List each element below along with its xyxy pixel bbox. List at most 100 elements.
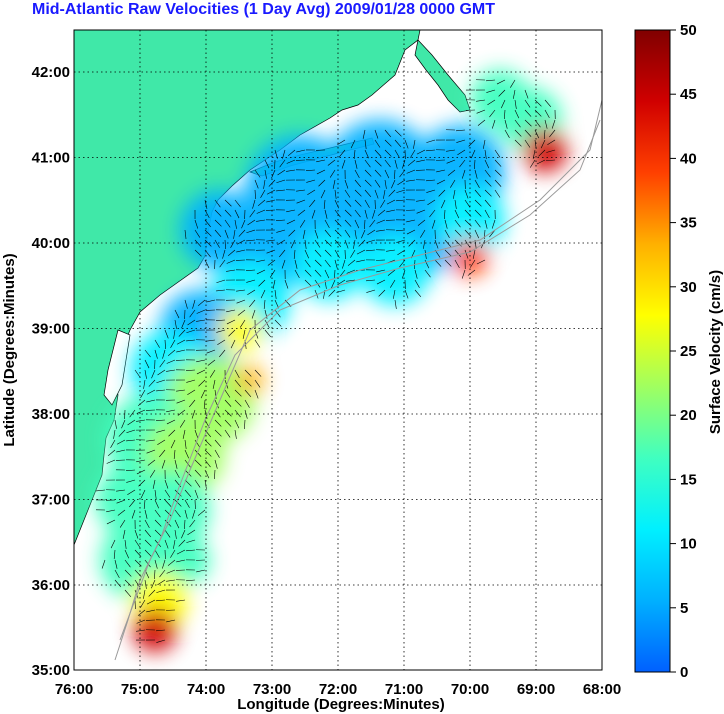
velocity-arrow [254, 169, 261, 178]
velocity-arrow [234, 399, 242, 407]
velocity-arrow [241, 219, 246, 229]
velocity-arrow [456, 129, 466, 132]
velocity-arrow [236, 289, 246, 292]
velocity-arrow [476, 259, 486, 265]
velocity-arrow [514, 119, 521, 128]
colorbar-tick-label: 0 [680, 664, 688, 681]
velocity-arrow [144, 519, 150, 529]
velocity-arrow [186, 579, 196, 582]
velocity-arrow [484, 199, 492, 208]
velocity-arrow [374, 179, 381, 188]
velocity-arrow [219, 259, 226, 268]
velocity-arrow [189, 309, 196, 318]
velocity-arrow [281, 259, 286, 269]
velocity-arrow [276, 219, 286, 222]
velocity-arrow [294, 259, 298, 269]
velocity-arrow [101, 559, 106, 569]
velocity-arrow [264, 169, 267, 179]
velocity-arrow [364, 219, 366, 230]
velocity-arrow [307, 189, 316, 195]
velocity-arrow [332, 179, 336, 189]
velocity-arrow [234, 409, 241, 418]
velocity-arrow [429, 209, 436, 218]
velocity-arrow [454, 219, 461, 228]
velocity-arrow [337, 139, 346, 145]
velocity-arrow [279, 159, 286, 168]
velocity-arrow [260, 189, 266, 198]
velocity-arrow [214, 219, 222, 227]
velocity-arrow [264, 319, 270, 329]
velocity-arrow [354, 179, 362, 188]
velocity-arrow [329, 169, 336, 178]
velocity-arrow [487, 99, 496, 106]
velocity-arrow [434, 259, 442, 267]
velocity-arrow [176, 349, 186, 353]
velocity-arrow [254, 369, 262, 377]
velocity-arrow [207, 359, 216, 366]
velocity-arrow [299, 219, 306, 228]
velocity-arrow [204, 439, 212, 447]
velocity-arrow [119, 519, 126, 528]
velocity-arrow [127, 489, 136, 495]
velocity-arrow [384, 169, 390, 179]
velocity-arrow [358, 239, 366, 247]
velocity-arrow [484, 149, 487, 159]
velocity-arrow [324, 249, 332, 257]
velocity-arrow [364, 149, 369, 159]
velocity-arrow [136, 619, 146, 624]
velocity-arrow [147, 459, 156, 466]
velocity-arrow [164, 339, 166, 349]
velocity-arrow [214, 419, 222, 427]
velocity-arrow [426, 149, 436, 152]
velocity-arrow [356, 259, 366, 263]
velocity-arrow [378, 289, 386, 297]
velocity-arrow [134, 549, 142, 557]
velocity-arrow [168, 429, 176, 437]
velocity-arrow [366, 289, 376, 293]
velocity-arrow [484, 169, 491, 178]
velocity-arrow [469, 259, 476, 268]
velocity-arrow [514, 139, 522, 147]
velocity-arrow [474, 159, 476, 169]
velocity-arrow [293, 249, 296, 259]
velocity-arrow [126, 479, 136, 483]
velocity-arrow [214, 239, 220, 248]
velocity-arrow [144, 369, 147, 379]
velocity-arrow [344, 189, 351, 198]
velocity-arrow [226, 319, 236, 325]
velocity-arrow [254, 389, 259, 399]
velocity-arrow [364, 199, 370, 208]
velocity-arrow [524, 119, 532, 127]
velocity-arrow [294, 269, 300, 279]
y-tick-labels: 42:00 41:00 40:00 39:00 38:00 37:00 36:00 35:00 [32, 64, 70, 679]
velocity-arrow [216, 279, 226, 284]
velocity-arrow [184, 519, 186, 530]
velocity-arrow [491, 219, 496, 229]
velocity-arrow [247, 219, 256, 226]
velocity-arrow [239, 319, 246, 328]
velocity-arrow [246, 279, 256, 283]
velocity-arrow [376, 269, 386, 273]
velocity-arrow [459, 159, 466, 168]
velocity-arrow [134, 539, 141, 548]
velocity-arrow [154, 559, 158, 569]
velocity-arrow [226, 269, 236, 272]
velocity-arrow [149, 469, 156, 478]
velocity-arrow [387, 269, 396, 276]
velocity-arrow [156, 389, 166, 392]
velocity-arrow [224, 229, 229, 239]
velocity-arrow [146, 389, 156, 395]
velocity-blob [236, 366, 264, 394]
velocity-arrow [406, 219, 416, 223]
velocity-arrow [194, 229, 201, 238]
velocity-arrow [176, 599, 186, 602]
velocity-arrow [196, 359, 206, 363]
velocity-arrow [266, 249, 276, 254]
velocity-arrow [230, 239, 236, 248]
velocity-arrow [237, 309, 246, 316]
velocity-arrow [244, 369, 252, 377]
velocity-arrow [494, 189, 501, 198]
velocity-arrow [342, 259, 346, 269]
velocity-arrow [233, 229, 236, 239]
